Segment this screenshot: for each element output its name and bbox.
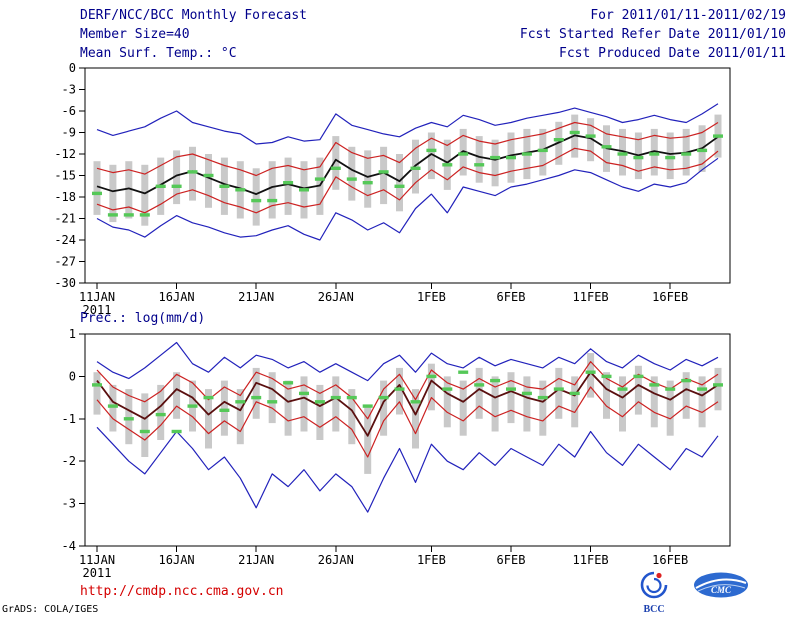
footer-logos: BCC CMC xyxy=(634,570,752,615)
svg-text:-12: -12 xyxy=(54,147,76,161)
svg-text:0: 0 xyxy=(69,369,76,383)
produced-date: Fcst Produced Date 2011/01/11 xyxy=(559,46,786,61)
forecast-range: For 2011/01/11-2011/02/19 xyxy=(590,8,786,23)
svg-text:-15: -15 xyxy=(54,169,76,183)
cmc-globe-icon: CMC xyxy=(694,572,748,598)
svg-text:11JAN: 11JAN xyxy=(79,553,115,567)
svg-text:16JAN: 16JAN xyxy=(159,553,195,567)
svg-text:-3: -3 xyxy=(62,83,76,97)
prec-chart-title: Prec.: log(mm/d) xyxy=(80,311,206,326)
svg-text:1FEB: 1FEB xyxy=(417,290,446,304)
svg-text:1FEB: 1FEB xyxy=(417,553,446,567)
bcc-logo: BCC xyxy=(634,570,674,615)
page-title: DERF/NCC/BCC Monthly Forecast xyxy=(80,8,307,23)
svg-text:11JAN: 11JAN xyxy=(79,290,115,304)
bcc-logo-label: BCC xyxy=(643,604,665,615)
svg-text:16FEB: 16FEB xyxy=(652,290,688,304)
cmc-logo: CMC xyxy=(690,570,752,604)
svg-text:2011: 2011 xyxy=(83,303,112,316)
svg-text:-27: -27 xyxy=(54,255,76,269)
header-row-3: Mean Surf. Temp.: °C Fcst Produced Date … xyxy=(80,46,786,61)
svg-text:-18: -18 xyxy=(54,190,76,204)
svg-text:21JAN: 21JAN xyxy=(238,553,274,567)
svg-text:2011: 2011 xyxy=(83,566,112,580)
svg-text:21JAN: 21JAN xyxy=(238,290,274,304)
header-row-1: DERF/NCC/BCC Monthly Forecast For 2011/0… xyxy=(80,8,786,23)
svg-text:-4: -4 xyxy=(62,539,76,553)
svg-text:16JAN: 16JAN xyxy=(159,290,195,304)
svg-text:-24: -24 xyxy=(54,233,76,247)
grads-credit: GrADS: COLA/IGES xyxy=(2,604,99,615)
svg-text:-9: -9 xyxy=(62,126,76,140)
svg-text:-1: -1 xyxy=(62,412,76,426)
svg-text:6FEB: 6FEB xyxy=(497,290,526,304)
svg-text:6FEB: 6FEB xyxy=(497,553,526,567)
svg-text:1: 1 xyxy=(69,327,76,341)
svg-text:26JAN: 26JAN xyxy=(318,290,354,304)
cmc-logo-label: CMC xyxy=(711,585,732,595)
svg-text:16FEB: 16FEB xyxy=(652,553,688,567)
svg-text:11FEB: 11FEB xyxy=(573,290,609,304)
svg-text:-3: -3 xyxy=(62,497,76,511)
bcc-swirl-icon xyxy=(640,571,668,599)
temp-chart-title: Mean Surf. Temp.: °C xyxy=(80,46,237,61)
svg-text:-21: -21 xyxy=(54,212,76,226)
header-row-2: Member Size=40 Fcst Started Refer Date 2… xyxy=(80,27,786,42)
source-url: http://cmdp.ncc.cma.gov.cn xyxy=(80,584,284,599)
svg-text:26JAN: 26JAN xyxy=(318,553,354,567)
svg-text:-2: -2 xyxy=(62,454,76,468)
refer-date: Fcst Started Refer Date 2011/01/10 xyxy=(519,27,786,42)
svg-text:0: 0 xyxy=(69,61,76,75)
svg-text:-6: -6 xyxy=(62,104,76,118)
member-size: Member Size=40 xyxy=(80,27,190,42)
svg-text:11FEB: 11FEB xyxy=(573,553,609,567)
svg-text:-30: -30 xyxy=(54,276,76,290)
